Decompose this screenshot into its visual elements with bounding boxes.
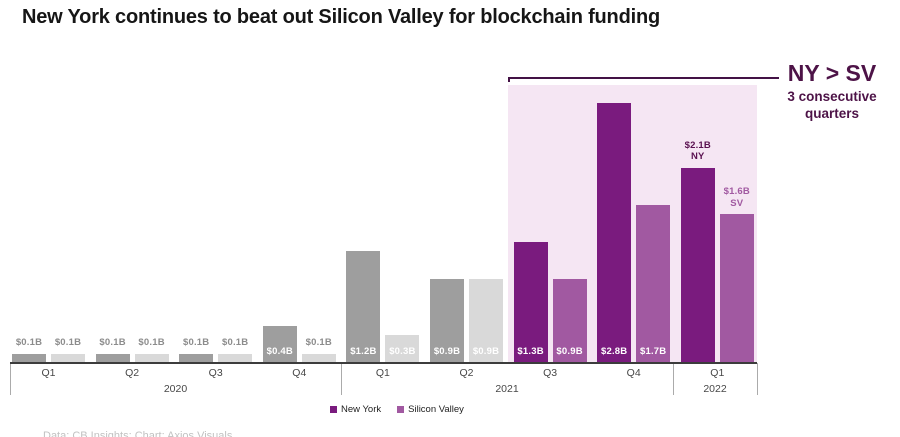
bar-silicon-valley-2021-q2	[469, 279, 503, 363]
bar-series-tag: NY	[690, 151, 705, 163]
legend-label-silicon-valley: Silicon Valley	[408, 404, 464, 415]
bar-silicon-valley-2022-q1	[719, 214, 754, 363]
bar-new-york-2022-q1	[680, 167, 715, 363]
bar-new-york-2020-q2	[95, 353, 130, 363]
x-axis-quarter-label: Q4	[292, 367, 307, 379]
x-axis-year-label-2021: 2021	[495, 383, 519, 395]
legend-label-new-york: New York	[341, 404, 382, 415]
chart-title: New York continues to beat out Silicon V…	[22, 6, 660, 28]
legend-item-new-york: New York	[330, 404, 381, 415]
bar-silicon-valley-2020-q1	[51, 353, 85, 363]
bar-value-label: $0.9B	[433, 346, 461, 357]
bar-value-label: $0.1B	[183, 337, 210, 349]
x-axis-quarter-label: Q1	[375, 367, 390, 379]
bar-silicon-valley-2021-q4	[636, 204, 671, 363]
bar-value-label: $0.9B	[472, 346, 500, 357]
bar-silicon-valley-2020-q2	[134, 353, 169, 363]
bar-new-york-2020-q1	[12, 353, 46, 363]
annotation-subtext: 3 consecutive quarters	[787, 89, 877, 121]
x-axis-quarter-label: Q1	[41, 367, 56, 379]
bar-value-label: $1.7B	[640, 346, 667, 357]
bar-new-york-2021-q2	[430, 279, 464, 363]
bar-new-york-2020-q3	[179, 353, 214, 363]
bar-value-label: $0.1B	[222, 337, 249, 349]
silicon-valley-swatch	[397, 406, 405, 413]
annotation-callout: NY > SV 3 consecutive quarters	[780, 60, 884, 122]
bar-new-york-2020-q4	[262, 325, 297, 363]
bar-value-label: $2.1B NY	[668, 140, 728, 163]
x-axis-line	[10, 362, 757, 364]
x-axis-quarter-label: Q2	[459, 367, 474, 379]
legend-item-silicon-valley: Silicon Valley	[397, 404, 464, 415]
bar-silicon-valley-2020-q3	[218, 353, 253, 363]
annotation-line-tick	[508, 77, 510, 82]
x-axis-year-tick	[10, 363, 11, 395]
bar-value-label: $0.3B	[389, 346, 416, 357]
legend: New York Silicon Valley	[330, 404, 464, 415]
new-york-swatch	[330, 406, 337, 413]
bar-value-label: $0.4B	[266, 346, 293, 357]
x-axis-year-tick	[757, 363, 758, 395]
bar-value-label: $0.1B	[138, 337, 165, 349]
bar-silicon-valley-2020-q4	[301, 353, 336, 363]
x-axis-quarter-label: Q3	[543, 367, 558, 379]
x-axis-quarter-label: Q1	[710, 367, 725, 379]
x-axis-year-label-2022: 2022	[703, 383, 727, 395]
x-axis-quarter-label: Q3	[208, 367, 223, 379]
x-axis-year-tick	[673, 363, 674, 395]
bar-value-label: $0.1B	[305, 337, 332, 349]
bar-silicon-valley-2021-q3	[552, 279, 587, 363]
bar-value-label: $0.1B	[15, 337, 43, 349]
bar-silicon-valley-2021-q1	[385, 335, 420, 363]
bar-value-label: $1.2B	[350, 346, 377, 357]
bar-new-york-2021-q1	[346, 251, 381, 363]
bar-new-york-2021-q4	[597, 102, 632, 363]
bar-value-label: $2.8B	[601, 346, 628, 357]
highlight-region	[508, 85, 757, 363]
x-axis-year-label-2020: 2020	[163, 383, 188, 395]
x-axis-quarter-label: Q2	[125, 367, 140, 379]
x-axis-year-tick	[341, 363, 342, 395]
bar-value-label: $1.3B	[517, 346, 544, 357]
source-footnote: Data: CB Insights; Chart: Axios Visuals	[43, 430, 233, 437]
bar-value-label: $0.1B	[54, 337, 82, 349]
bar-value-label: $0.1B	[99, 337, 126, 349]
annotation-headline: NY > SV	[787, 60, 877, 86]
bar-value-label: $0.9B	[556, 346, 583, 357]
annotation-line	[508, 77, 779, 79]
bar-series-tag: SV	[730, 197, 744, 209]
bar-value-label: $1.6B SV	[707, 186, 767, 209]
bar-new-york-2021-q3	[513, 242, 548, 363]
x-axis-quarter-label: Q4	[626, 367, 641, 379]
